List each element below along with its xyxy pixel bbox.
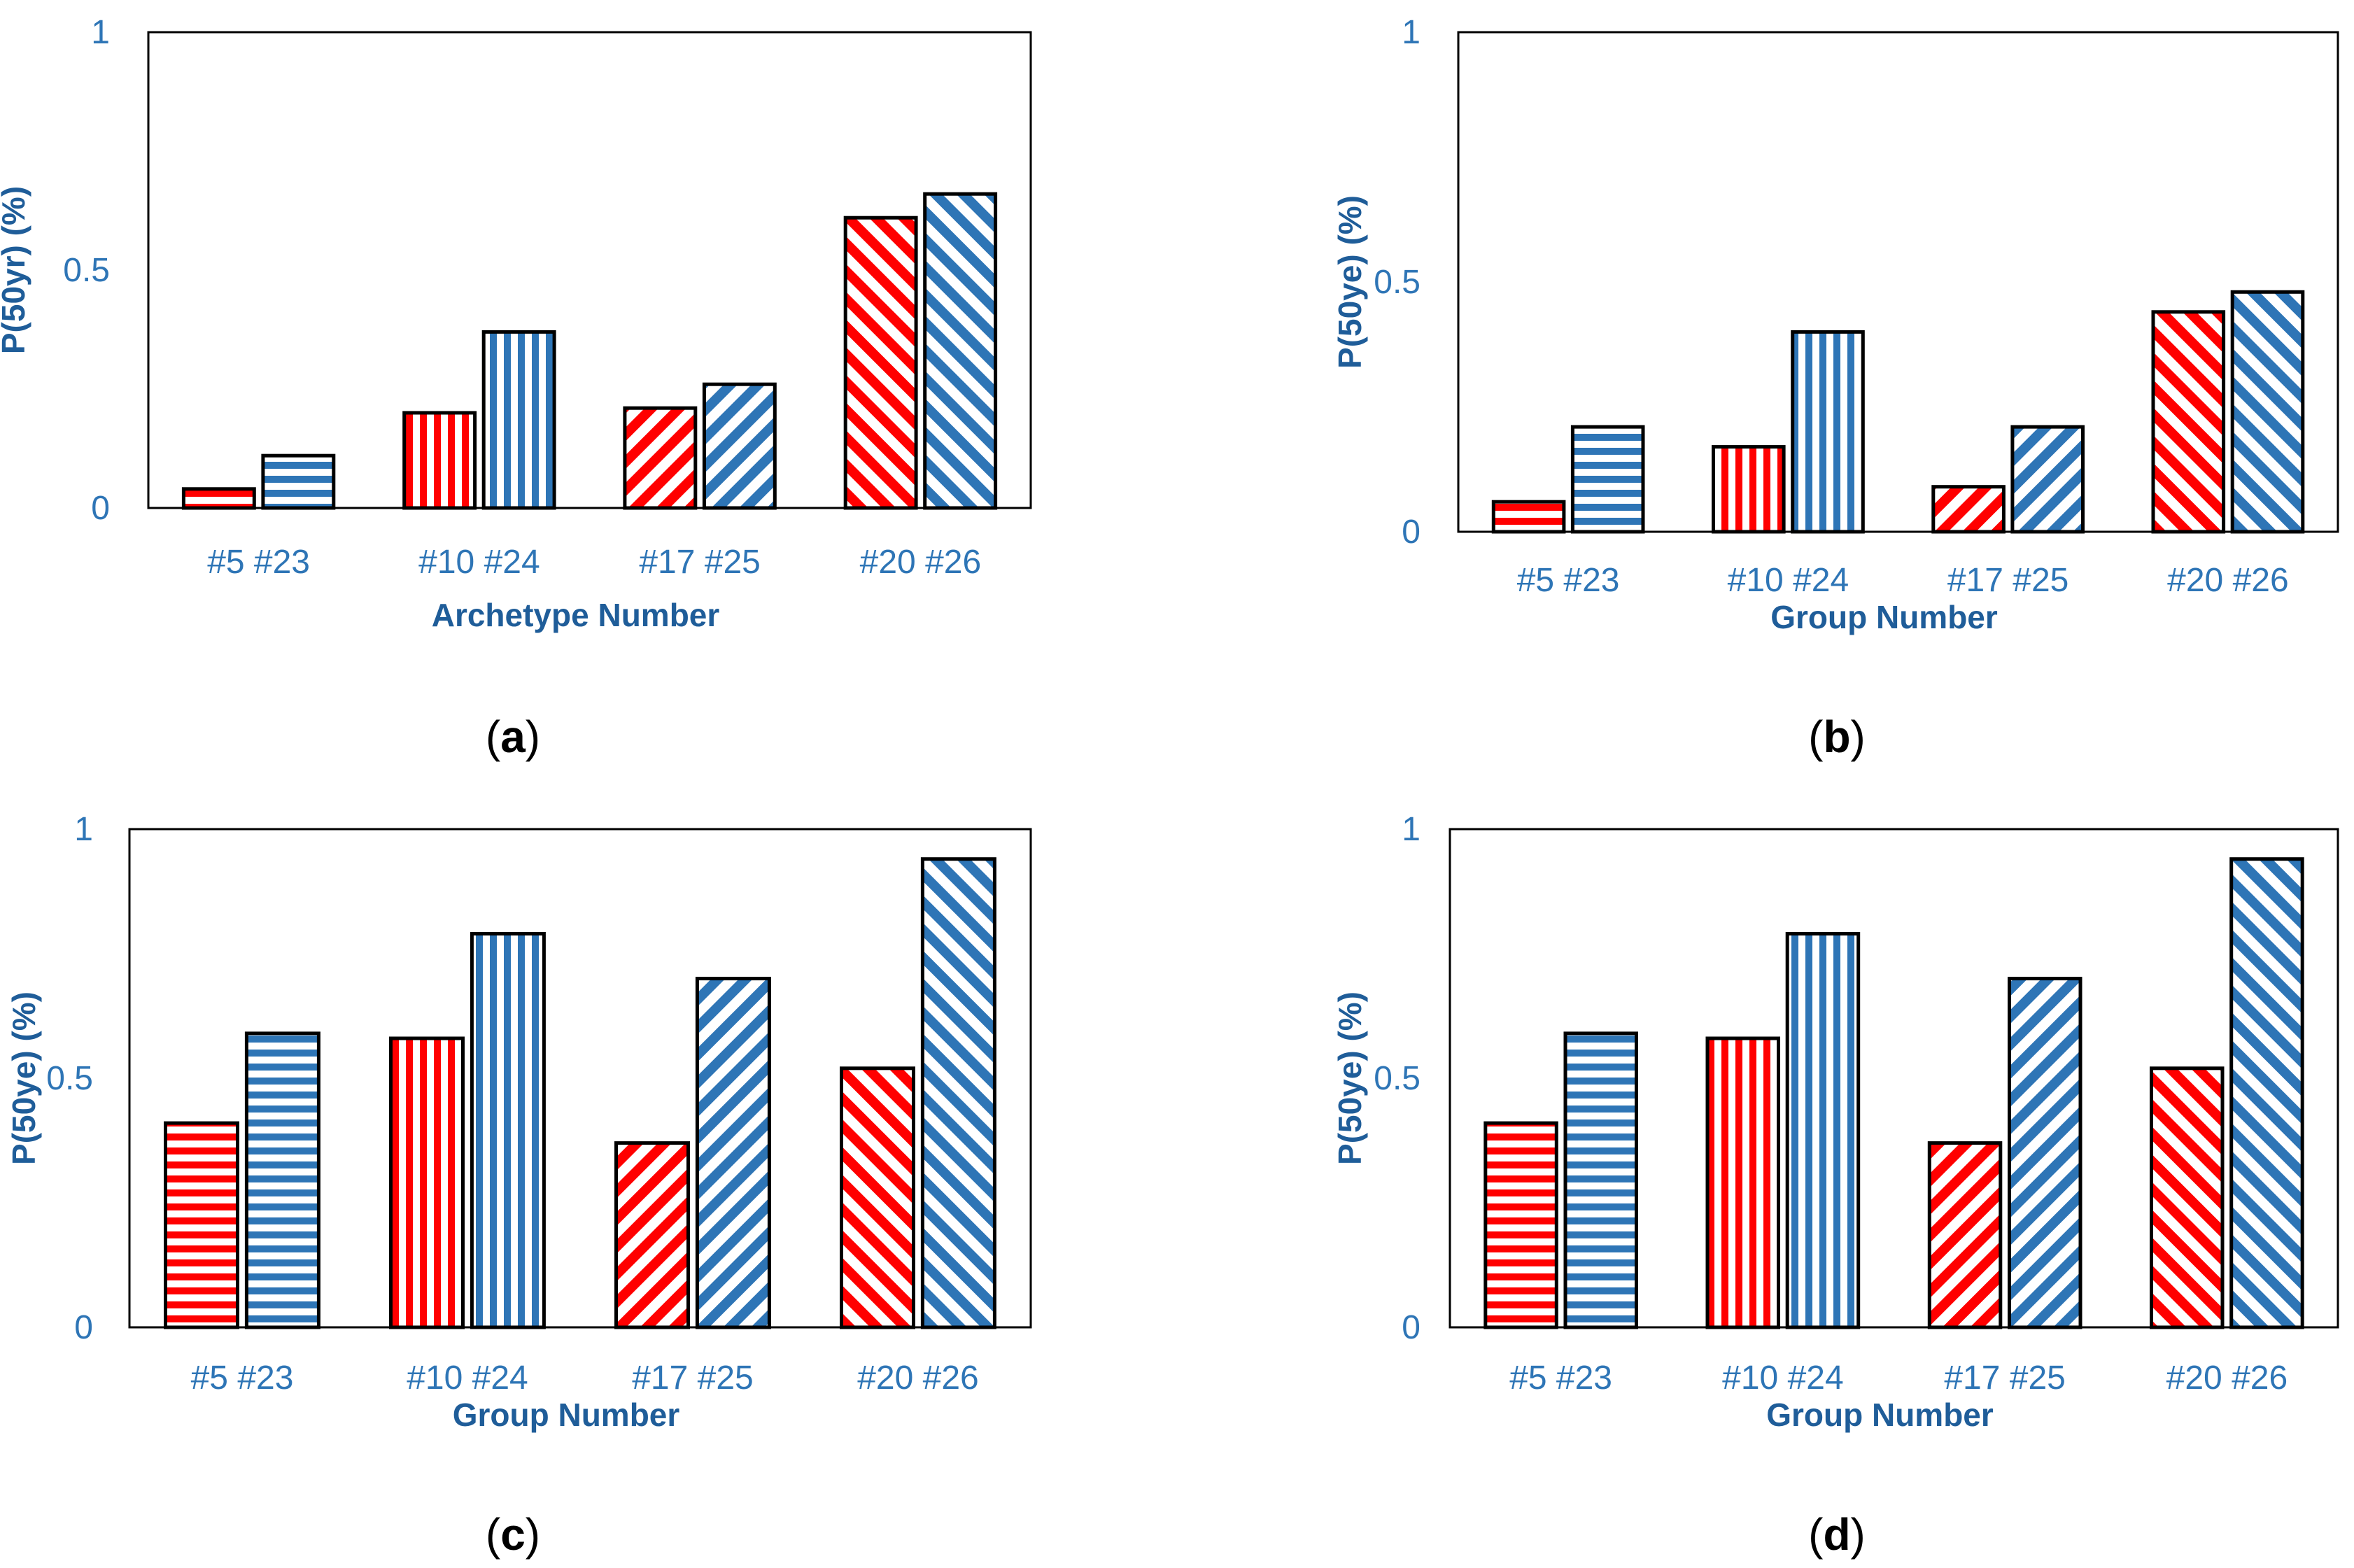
bar-red-2 — [389, 1036, 465, 1329]
x-axis-title: Group Number — [1766, 1397, 1994, 1433]
x-category-label: #20 #26 — [2166, 1359, 2288, 1397]
plot-frame — [1449, 828, 2339, 1329]
plot-frame — [147, 31, 1032, 509]
x-category-label: #5 #23 — [191, 1359, 294, 1397]
y-tick-label: 0 — [1402, 514, 1421, 551]
bar-blue-1 — [1570, 425, 1645, 534]
bar-blue-1 — [244, 1031, 320, 1329]
chart-panel-a: 0 0.5 1 #5 #23 #10 #24 #17 #25 #20 #26 Archetyp… — [0, 14, 1032, 762]
x-category-label: #5 #23 — [1509, 1359, 1612, 1397]
bar-red-3 — [1931, 485, 2006, 534]
y-tick-label: 0 — [91, 490, 110, 527]
y-axis-title: P(50yr) (%) — [0, 186, 31, 354]
y-tick-label: 0.5 — [1374, 264, 1421, 301]
bar-red-3 — [614, 1141, 690, 1329]
bar-blue-3 — [702, 382, 777, 510]
bar-blue-1 — [1563, 1031, 1638, 1329]
x-category-label: #20 #26 — [2167, 562, 2289, 599]
y-tick-label: 0 — [74, 1309, 93, 1346]
y-tick-label: 1 — [1402, 811, 1421, 848]
panel-caption: (a) — [486, 712, 540, 762]
bar-red-4 — [2151, 310, 2226, 534]
bar-red-3 — [1927, 1141, 2003, 1329]
y-tick-label: 0.5 — [63, 252, 110, 289]
bar-red-1 — [164, 1121, 239, 1329]
y-axis-title: P(50ye) (%) — [1332, 991, 1368, 1165]
x-axis-title: Group Number — [1770, 599, 1998, 635]
panel-caption: (c) — [486, 1509, 540, 1560]
bar-blue-3 — [2010, 425, 2085, 534]
x-category-label: #17 #25 — [1947, 562, 2069, 599]
x-category-label: #10 #24 — [1728, 562, 1849, 599]
y-tick-label: 1 — [91, 14, 110, 51]
panel-caption: (b) — [1808, 712, 1866, 762]
x-category-label: #20 #26 — [860, 544, 982, 581]
bar-red-1 — [181, 487, 256, 510]
bar-blue-4 — [920, 857, 996, 1329]
y-tick-label: 1 — [74, 811, 93, 848]
y-tick-label: 1 — [1402, 14, 1421, 51]
x-category-label: #10 #24 — [418, 544, 540, 581]
bar-blue-2 — [470, 932, 546, 1329]
x-category-label: #17 #25 — [1944, 1359, 2066, 1397]
bar-red-4 — [2150, 1066, 2225, 1329]
y-tick-label: 0.5 — [46, 1060, 93, 1097]
y-axis-title: P(50ye) (%) — [1332, 195, 1368, 369]
x-category-label: #20 #26 — [857, 1359, 979, 1397]
bar-blue-2 — [1791, 330, 1865, 534]
bar-red-4 — [843, 216, 918, 510]
plot-frame — [128, 828, 1032, 1329]
bar-blue-1 — [261, 453, 336, 510]
bar-red-2 — [1705, 1036, 1780, 1329]
bar-red-1 — [1491, 500, 1566, 534]
bar-blue-4 — [923, 192, 998, 510]
bar-blue-2 — [481, 330, 556, 510]
bar-red-3 — [623, 406, 698, 510]
bar-red-1 — [1483, 1121, 1558, 1329]
x-category-label: #17 #25 — [639, 544, 761, 581]
x-category-label: #5 #23 — [207, 544, 310, 581]
bar-red-4 — [840, 1066, 915, 1329]
bar-red-2 — [1712, 445, 1786, 534]
chart-panel-d: 0 0.5 1 #5 #23 #10 #24 #17 #25 #20 #26 Group Nu… — [1332, 811, 2339, 1560]
bar-red-2 — [402, 411, 477, 510]
chart-panel-c: 0 0.5 1 #5 #23 #10 #24 #17 #25 #20 #26 Group Nu… — [6, 811, 1032, 1560]
y-axis-title: P(50ye) (%) — [6, 991, 42, 1165]
x-category-label: #17 #25 — [632, 1359, 754, 1397]
x-category-label: #5 #23 — [1517, 562, 1620, 599]
x-axis-title: Group Number — [453, 1397, 680, 1433]
bar-blue-3 — [695, 977, 771, 1329]
bar-blue-4 — [2229, 857, 2304, 1329]
x-category-label: #10 #24 — [1722, 1359, 1844, 1397]
bar-blue-4 — [2230, 290, 2305, 534]
y-tick-label: 0 — [1402, 1309, 1421, 1346]
panel-caption: (d) — [1808, 1509, 1866, 1560]
plot-frame — [1457, 31, 2339, 533]
x-axis-title: Archetype Number — [432, 597, 720, 633]
bar-blue-3 — [2008, 977, 2082, 1329]
x-category-label: #10 #24 — [407, 1359, 528, 1397]
chart-panel-b: 0 0.5 1 #5 #23 #10 #24 #17 #25 #20 #26 Group Nu… — [1332, 14, 2339, 762]
y-tick-label: 0.5 — [1374, 1060, 1421, 1097]
bar-blue-2 — [1785, 932, 1861, 1329]
